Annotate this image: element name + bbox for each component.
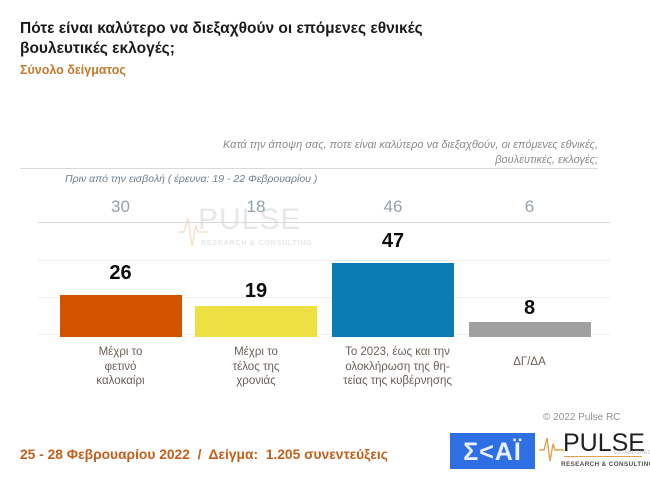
svg-text:Σ<ΑΪ: Σ<ΑΪ xyxy=(463,438,522,466)
